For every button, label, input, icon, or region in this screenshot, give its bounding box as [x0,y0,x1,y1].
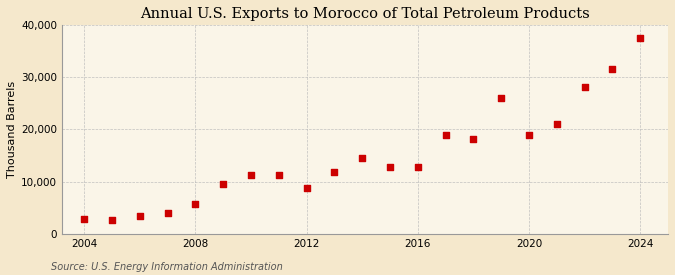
Point [551,122,562,127]
Y-axis label: Thousand Barrels: Thousand Barrels [7,81,17,178]
Title: Annual U.S. Exports to Morocco of Total Petroleum Products: Annual U.S. Exports to Morocco of Total … [140,7,590,21]
Point [246,173,256,178]
Point [134,213,145,218]
Point [468,137,479,141]
Point [273,173,284,178]
Point [218,182,229,186]
Point [579,84,590,89]
Point [385,165,396,169]
Point [357,156,368,160]
Point [329,170,340,174]
Point [440,133,451,137]
Point [79,217,90,221]
Point [190,201,201,206]
Point [635,36,646,40]
Point [107,218,117,222]
Point [51,227,62,231]
Point [607,67,618,72]
Point [301,186,312,191]
Text: Source: U.S. Energy Information Administration: Source: U.S. Energy Information Administ… [51,262,282,272]
Point [496,96,507,100]
Point [412,165,423,169]
Point [524,133,535,137]
Point [162,211,173,215]
